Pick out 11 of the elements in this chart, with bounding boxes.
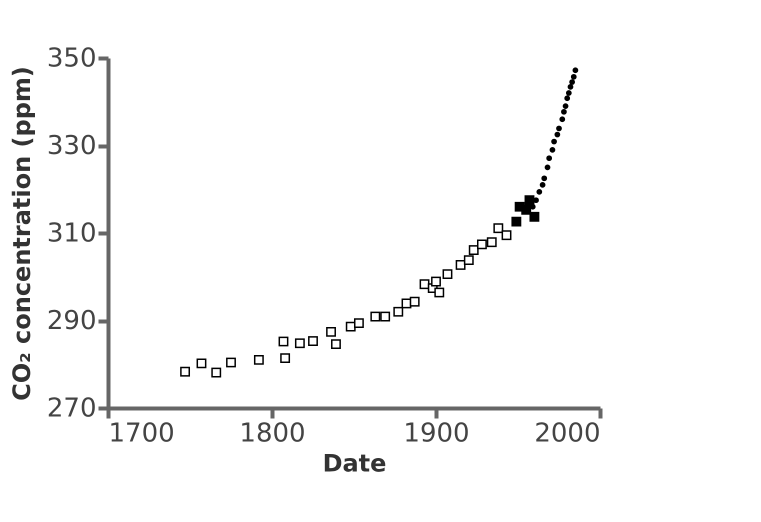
x-tick-label: 2000 <box>534 418 600 448</box>
x-tick-label: 1900 <box>403 418 470 448</box>
y-tick-label: 350 <box>46 44 96 74</box>
y-tick-label: 330 <box>46 131 96 161</box>
x-tick-label: 1700 <box>108 418 175 448</box>
y-tick-label: 290 <box>46 306 96 336</box>
y-tick-label: 270 <box>46 394 96 424</box>
y-axis-title: CO₂ concentration (ppm) <box>8 66 36 401</box>
y-tick-label: 310 <box>46 218 96 248</box>
x-axis-title: Date <box>322 450 386 478</box>
x-tick-label: 1800 <box>239 418 306 448</box>
